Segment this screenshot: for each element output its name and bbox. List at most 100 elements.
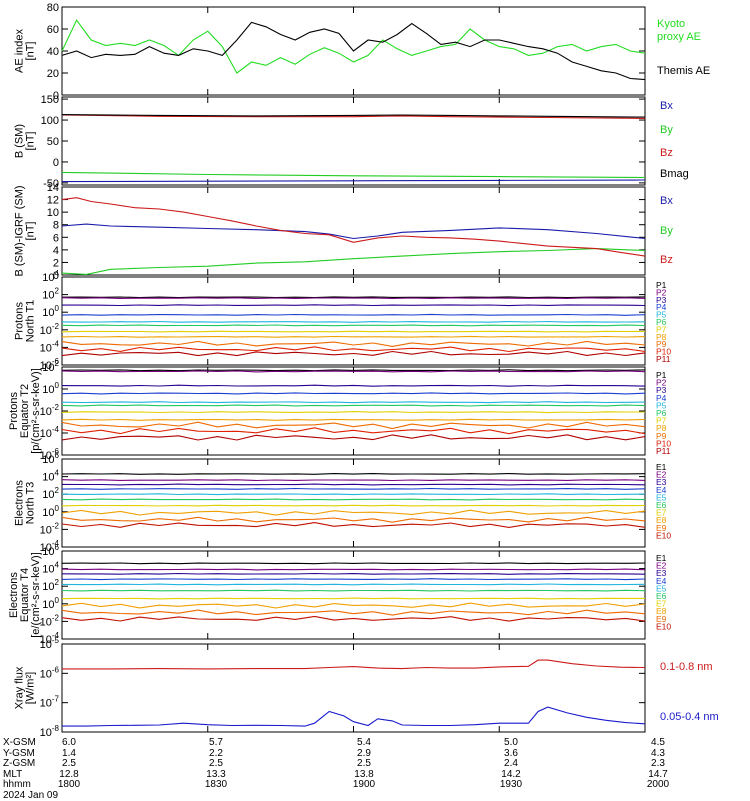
series-line-e10 xyxy=(62,616,645,621)
series-line-e7 xyxy=(62,505,645,506)
ephem-cell: 1830 xyxy=(205,780,227,791)
series-line-p5 xyxy=(62,322,645,323)
series-line-e5 xyxy=(62,494,645,495)
y-tick-label: 10-6 xyxy=(40,665,60,680)
series-line-e1 xyxy=(62,563,645,564)
ephem-cell: 1930 xyxy=(500,780,522,791)
y-tick-label: 150 xyxy=(41,94,59,106)
y-axis-label: ProtonsEquator T2[p/(cm²-s-sr-keV)] xyxy=(8,368,42,454)
legend-entry: proxy AE xyxy=(657,31,701,43)
series-line-e10 xyxy=(62,523,645,528)
legend-entry: By xyxy=(660,124,673,136)
y-axis-label: ProtonsNorth T1 xyxy=(14,300,37,343)
series-line-themis-ae xyxy=(62,22,645,79)
series-line-p7 xyxy=(62,412,645,413)
ephem-cell: 1900 xyxy=(353,780,375,791)
y-tick-label: 100 xyxy=(42,504,59,519)
legend-entry: 0.1-0.8 nm xyxy=(660,661,713,673)
y-tick-label: 10-4 xyxy=(40,425,60,440)
y-tick-label: 80 xyxy=(47,2,59,14)
series-line-p7 xyxy=(62,331,645,332)
y-tick-label: 6 xyxy=(53,232,59,244)
legend-entry: P11 xyxy=(656,354,671,364)
series-line-p6 xyxy=(62,325,645,326)
series-line-e4 xyxy=(62,579,645,580)
legend-entry: 0.05-0.4 nm xyxy=(660,711,719,723)
y-tick-label: 20 xyxy=(47,68,59,80)
y-tick-label: 102 xyxy=(42,578,59,593)
series-line-p5 xyxy=(62,402,645,403)
legend-entry: Themis AE xyxy=(657,65,710,77)
series-line-e3 xyxy=(62,574,645,575)
y-axis-label: ElectronsEquator T4[e/(cm²-s-sr-keV)] xyxy=(8,552,42,638)
series-line-p3 xyxy=(62,305,645,306)
legend-entry: Bx xyxy=(660,100,673,112)
y-axis-label: AE index[nT] xyxy=(14,28,37,73)
y-tick-label: 102 xyxy=(42,486,59,501)
y-axis-label: B (SM)[nT] xyxy=(14,124,37,158)
series-line-e5 xyxy=(62,584,645,585)
series-line-e2 xyxy=(62,569,645,570)
y-tick-label: 106 xyxy=(42,451,59,466)
y-tick-label: 104 xyxy=(42,561,59,576)
y-tick-label: 12 xyxy=(47,195,59,207)
legend-entry: By xyxy=(660,225,673,237)
y-tick-label: 10-7 xyxy=(40,695,60,710)
ephem-row-label: hhmm xyxy=(3,780,31,791)
series-line-p8 xyxy=(62,419,645,420)
panel-frame xyxy=(62,551,645,639)
series-line-p11 xyxy=(62,435,645,440)
series-line-p2 xyxy=(62,298,645,299)
series-line-p3 xyxy=(62,385,645,386)
y-tick-label: 100 xyxy=(42,381,59,396)
series-line-p2 xyxy=(62,371,645,372)
series-line-e8 xyxy=(62,510,645,515)
panel-frame xyxy=(62,367,645,455)
y-tick-label: 40 xyxy=(47,46,59,58)
legend-entry: Kyoto xyxy=(657,18,685,30)
legend-entry: Bz xyxy=(660,147,673,159)
series-line-e9 xyxy=(62,517,645,522)
series-line-p9 xyxy=(62,341,645,346)
y-axis-label: B (SM)-IGRF (SM)[nT] xyxy=(14,185,37,276)
y-tick-label: 60 xyxy=(47,24,59,36)
y-tick-label: 102 xyxy=(42,287,59,302)
series-line-e1 xyxy=(62,474,645,475)
series-line-p4 xyxy=(62,314,645,315)
y-tick-label: 10-5 xyxy=(40,636,60,651)
y-tick-label: 10-2 xyxy=(40,322,60,337)
series-line-e4 xyxy=(62,489,645,490)
series-line-p10 xyxy=(62,347,645,352)
series-line-p11 xyxy=(62,352,645,356)
panel-frame xyxy=(62,277,645,365)
series-line-e2 xyxy=(62,480,645,481)
y-tick-label: 10-2 xyxy=(40,403,60,418)
y-tick-label: 10-4 xyxy=(40,339,60,354)
y-tick-label: 100 xyxy=(41,115,59,127)
legend-entry: E10 xyxy=(656,621,671,631)
y-tick-label: 4 xyxy=(53,245,59,257)
legend-entry: Bz xyxy=(660,254,673,266)
series-line-0-1-0-8-nm xyxy=(62,660,645,669)
series-line-bx xyxy=(62,224,645,238)
series-line-e8 xyxy=(62,603,645,608)
ephem-row-label: Z-GSM xyxy=(3,759,35,770)
panel-frame xyxy=(62,459,645,547)
series-line-p8 xyxy=(62,336,645,337)
y-tick-label: 100 xyxy=(42,596,59,611)
series-line-p6 xyxy=(62,405,645,406)
ephem-cell: 1800 xyxy=(58,780,80,791)
y-tick-label: 10-8 xyxy=(40,724,60,739)
series-line-0-05-0-4-nm xyxy=(62,707,645,726)
series-line-e3 xyxy=(62,484,645,485)
series-line-p1 xyxy=(62,370,645,371)
legend-entry: P11 xyxy=(656,446,671,456)
series-line-p9 xyxy=(62,422,645,428)
